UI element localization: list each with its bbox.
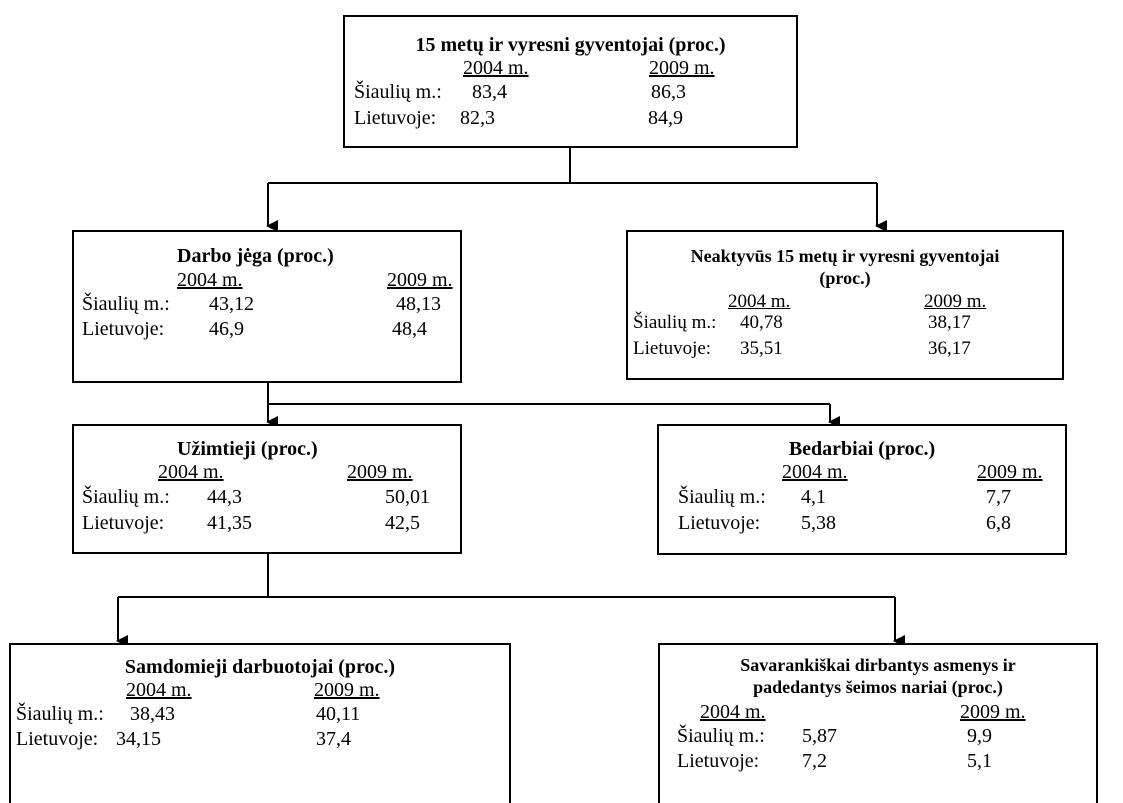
inactive-value: 40,78 bbox=[740, 312, 783, 333]
inactive-title-line2: (proc.) bbox=[819, 268, 871, 288]
employees-value: 38,43 bbox=[130, 703, 175, 725]
unemployed-row-label: Šiaulių m.: bbox=[678, 486, 766, 508]
employed-value: 50,01 bbox=[385, 486, 430, 508]
inactive-value: 35,51 bbox=[740, 338, 783, 359]
inactive-row-label: Šiaulių m.: bbox=[633, 312, 717, 333]
employees-title: Samdomieji darbuotojai (proc.) bbox=[124, 656, 396, 678]
labour-force-row-label: Šiaulių m.: bbox=[82, 293, 170, 315]
employed-value: 42,5 bbox=[385, 512, 420, 534]
inactive-row-label: Lietuvoje: bbox=[633, 338, 712, 359]
self-employed-year-2004: 2004 m. bbox=[700, 701, 766, 723]
unemployed-value: 7,7 bbox=[986, 486, 1011, 508]
employed-box: Užimtieji (proc.) 2004 m. 2009 m. Šiauli… bbox=[72, 424, 462, 554]
employees-box: Samdomieji darbuotojai (proc.) 2004 m. 2… bbox=[9, 643, 511, 803]
inactive-box: Neaktyvūs 15 metų ir vyresni gyventojai … bbox=[626, 230, 1064, 380]
inactive-value: 36,17 bbox=[928, 338, 971, 359]
population-value: 84,9 bbox=[648, 107, 683, 129]
population-year-2004: 2004 m. bbox=[463, 57, 529, 79]
self-employed-year-2009: 2009 m. bbox=[960, 701, 1026, 723]
employees-year-2004: 2004 m. bbox=[126, 679, 192, 701]
population-value: 83,4 bbox=[472, 81, 507, 103]
population-value: 86,3 bbox=[651, 81, 686, 103]
unemployed-year-2004: 2004 m. bbox=[782, 461, 848, 483]
self-employed-value: 5,87 bbox=[802, 725, 837, 747]
employed-value: 44,3 bbox=[207, 486, 242, 508]
labour-force-row-label: Lietuvoje: bbox=[82, 318, 165, 340]
inactive-year-2004: 2004 m. bbox=[728, 291, 791, 312]
population-value: 82,3 bbox=[460, 107, 495, 129]
self-employed-value: 7,2 bbox=[802, 750, 827, 772]
employed-year-2004: 2004 m. bbox=[158, 461, 224, 483]
self-employed-box: Savarankiškai dirbantys asmenys ir paded… bbox=[658, 643, 1098, 803]
unemployed-box: Bedarbiai (proc.) 2004 m. 2009 m. Šiauli… bbox=[657, 424, 1067, 555]
population-row-label: Lietuvoje: bbox=[354, 107, 437, 129]
employees-value: 34,15 bbox=[116, 728, 161, 750]
labour-force-value: 48,4 bbox=[392, 318, 427, 340]
self-employed-title-line1: Savarankiškai dirbantys asmenys ir bbox=[740, 655, 1016, 675]
unemployed-year-2009: 2009 m. bbox=[977, 461, 1043, 483]
unemployed-value: 4,1 bbox=[801, 486, 826, 508]
labour-force-year-2009: 2009 m. bbox=[387, 269, 453, 291]
unemployed-row-label: Lietuvoje: bbox=[678, 512, 761, 534]
self-employed-title-line2: padedantys šeimos nariai (proc.) bbox=[753, 677, 1003, 697]
unemployed-value: 6,8 bbox=[986, 512, 1011, 534]
employees-row-label: Lietuvoje: bbox=[16, 728, 99, 750]
employed-value: 41,35 bbox=[207, 512, 252, 534]
employed-row-label: Šiaulių m.: bbox=[82, 486, 170, 508]
self-employed-row-label: Šiaulių m.: bbox=[677, 725, 765, 747]
employees-row-label: Šiaulių m.: bbox=[16, 703, 104, 725]
employed-title: Užimtieji (proc.) bbox=[177, 438, 318, 460]
labour-force-value: 43,12 bbox=[209, 293, 254, 315]
self-employed-row-label: Lietuvoje: bbox=[677, 750, 760, 772]
inactive-year-2009: 2009 m. bbox=[924, 291, 987, 312]
population-box: 15 metų ir vyresni gyventojai (proc.) 20… bbox=[343, 15, 798, 148]
labour-force-value: 48,13 bbox=[396, 293, 441, 315]
labour-force-value: 46,9 bbox=[209, 318, 244, 340]
self-employed-value: 5,1 bbox=[967, 750, 992, 772]
inactive-value: 38,17 bbox=[928, 312, 971, 333]
population-year-2009: 2009 m. bbox=[649, 57, 715, 79]
population-title: 15 metų ir vyresni gyventojai (proc.) bbox=[415, 34, 726, 56]
labour-force-year-2004: 2004 m. bbox=[177, 269, 243, 291]
self-employed-value: 9,9 bbox=[967, 725, 992, 747]
unemployed-title: Bedarbiai (proc.) bbox=[788, 438, 936, 460]
population-row-label: Šiaulių m.: bbox=[354, 81, 442, 103]
employees-value: 40,11 bbox=[316, 703, 361, 725]
employed-year-2009: 2009 m. bbox=[347, 461, 413, 483]
labour-force-box: Darbo jėga (proc.) 2004 m. 2009 m. Šiaul… bbox=[72, 230, 462, 383]
unemployed-value: 5,38 bbox=[801, 512, 836, 534]
labour-force-title: Darbo jėga (proc.) bbox=[177, 245, 334, 267]
inactive-title-line1: Neaktyvūs 15 metų ir vyresni gyventojai bbox=[690, 246, 1000, 266]
employed-row-label: Lietuvoje: bbox=[82, 512, 165, 534]
employees-year-2009: 2009 m. bbox=[314, 679, 380, 701]
employees-value: 37,4 bbox=[316, 728, 351, 750]
